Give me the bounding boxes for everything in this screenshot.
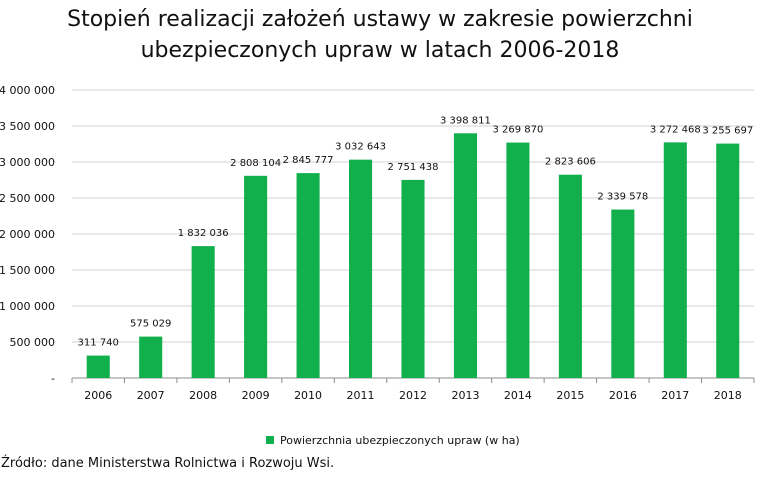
data-label-2013: 3 398 811 (440, 115, 491, 126)
x-tick-label-2008: 2008 (189, 389, 217, 402)
y-tick-label: 2 000 000 (0, 228, 55, 241)
y-tick-label: 4 000 000 (0, 84, 55, 97)
bar-2007 (139, 336, 163, 378)
data-label-2010: 2 845 777 (283, 155, 334, 166)
bar-2014 (506, 142, 530, 378)
y-tick-label: 1 500 000 (0, 264, 55, 277)
x-tick-label-2014: 2014 (504, 389, 532, 402)
data-label-2014: 3 269 870 (492, 125, 543, 136)
y-tick-label: 3 500 000 (0, 120, 55, 133)
y-tick-label: 3 000 000 (0, 156, 55, 169)
bar-2013 (453, 133, 478, 378)
data-label-2008: 1 832 036 (178, 228, 229, 239)
bars (86, 133, 740, 378)
y-tick-label: 1 000 000 (0, 300, 55, 313)
data-label-2007: 575 029 (130, 319, 171, 330)
x-tick-label-2013: 2013 (451, 389, 479, 402)
axes: - 500 000 1 000 000 1 500 000 2 000 000 2 500… (0, 84, 755, 402)
x-tick-label-2017: 2017 (661, 389, 689, 402)
legend-label: Powierzchnia ubezpieczonych upraw (w ha) (280, 434, 520, 447)
x-tick-label-2018: 2018 (714, 389, 742, 402)
x-tick-label-2016: 2016 (609, 389, 637, 402)
x-tick-label-2006: 2006 (84, 389, 112, 402)
x-tick-label-2010: 2010 (294, 389, 322, 402)
bar-2016 (611, 209, 635, 378)
x-tick-label-2011: 2011 (347, 389, 375, 402)
legend-swatch (266, 436, 274, 444)
chart-title-line-2: ubezpieczonych upraw w latach 2006-2018 (140, 38, 620, 63)
x-tick-label-2012: 2012 (399, 389, 427, 402)
data-label-2016: 2 339 578 (597, 192, 648, 203)
data-labels: 311 740 575 029 1 832 036 2 808 104 2 845 77… (78, 115, 754, 348)
data-label-2011: 3 032 643 (335, 142, 386, 153)
chart-title-line-1: Stopień realizacji założeń ustawy w zakr… (67, 7, 693, 32)
x-tick-label-2007: 2007 (137, 389, 165, 402)
source-note: Źródło: dane Ministerstwa Rolnictwa i Ro… (1, 456, 335, 471)
data-label-2006: 311 740 (78, 338, 119, 349)
bar-2017 (663, 142, 687, 378)
y-tick-label: 500 000 (10, 336, 56, 349)
bar-2006 (86, 355, 110, 378)
chart-title: Stopień realizacji założeń ustawy w zakr… (0, 4, 760, 66)
bar-2012 (401, 179, 425, 378)
y-tick-label: - (51, 372, 55, 385)
x-tick-label-2009: 2009 (242, 389, 270, 402)
bar-2018 (716, 143, 740, 378)
data-label-2017: 3 272 468 (650, 124, 701, 135)
x-tick-label-2015: 2015 (556, 389, 584, 402)
bar-2011 (348, 159, 373, 378)
bar-2015 (558, 174, 582, 378)
bar-2010 (296, 173, 320, 378)
data-label-2009: 2 808 104 (230, 158, 281, 169)
legend: Powierzchnia ubezpieczonych upraw (w ha) (266, 434, 520, 447)
bar-2009 (244, 175, 268, 378)
data-label-2015: 2 823 606 (545, 157, 596, 168)
data-label-2012: 2 751 438 (388, 162, 439, 173)
y-tick-label: 2 500 000 (0, 192, 55, 205)
data-label-2018: 3 255 697 (702, 126, 753, 137)
bar-2008 (191, 246, 215, 378)
